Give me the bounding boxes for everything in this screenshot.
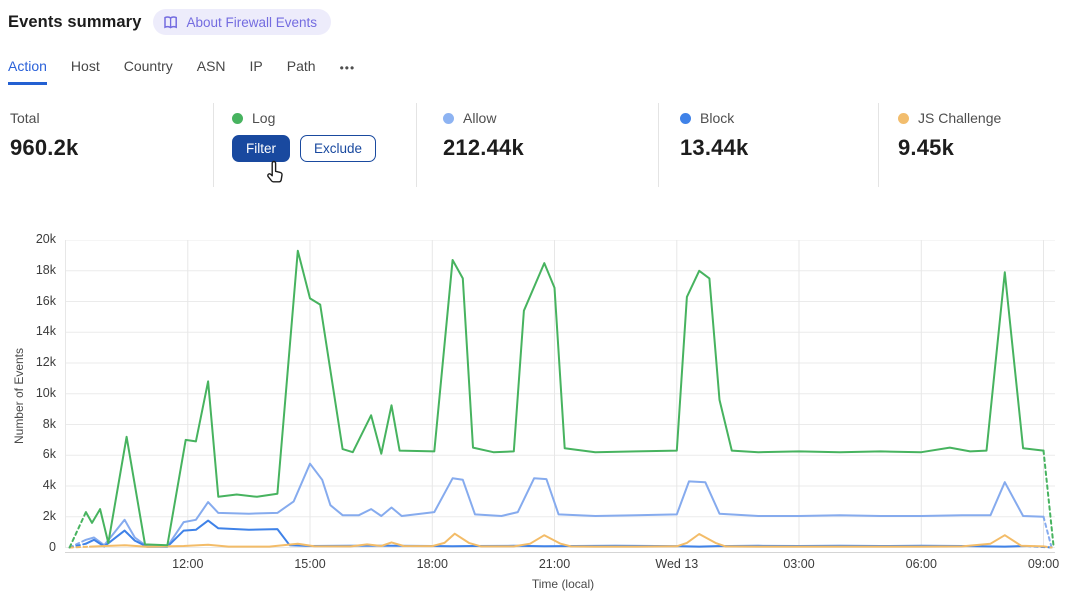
log-legend-dot (232, 112, 243, 124)
y-tick-label: 4k (42, 478, 56, 492)
dimension-tabs: Action Host Country ASN IP Path ••• (8, 58, 355, 85)
y-tick-label: 14k (35, 324, 56, 339)
x-tick-label: 06:00 (905, 557, 937, 571)
y-tick-label: 16k (35, 293, 56, 308)
series-log-line (1042, 449, 1055, 549)
series-block-line (84, 519, 1029, 548)
exclude-button[interactable]: Exclude (300, 135, 377, 162)
y-tick-label: 6k (42, 447, 56, 462)
y-tick-label: 2k (42, 508, 56, 523)
y-tick-label: 8k (42, 416, 56, 431)
series-js-challenge-line (68, 545, 91, 549)
tab-country[interactable]: Country (123, 58, 173, 74)
stat-card-total: Total 960.2k (0, 103, 213, 187)
tab-asn[interactable]: ASN (196, 58, 226, 74)
more-tabs-button[interactable]: ••• (339, 61, 356, 75)
block-legend-dot (680, 112, 691, 124)
stat-card-js-challenge[interactable]: JS Challenge 9.45k (878, 103, 1068, 187)
stat-label-block: Block (700, 110, 735, 126)
page-title: Events summary (8, 12, 142, 31)
tab-action[interactable]: Action (8, 58, 47, 85)
badge-label: About Firewall Events (186, 14, 318, 30)
stat-card-allow[interactable]: Allow 212.44k (416, 103, 658, 187)
tab-host[interactable]: Host (70, 58, 100, 74)
x-tick-label: 09:00 (1027, 557, 1060, 571)
header: Events summary About Firewall Events (8, 9, 332, 35)
y-tick-label: 10k (35, 385, 56, 400)
tab-ip[interactable]: IP (249, 58, 263, 74)
x-tick-label: 21:00 (538, 557, 571, 571)
x-tick-label: 18:00 (416, 557, 448, 571)
y-tick-label: 0 (49, 539, 56, 554)
stat-value-total: 960.2k (10, 135, 79, 160)
stats-row: Total 960.2k Log Filter Exclude Allow 21… (0, 103, 1068, 187)
stat-value-js-challenge: 9.45k (898, 135, 955, 160)
x-tick-label: 03:00 (783, 557, 815, 571)
book-icon (164, 15, 178, 29)
series-js-challenge-line (1042, 545, 1053, 549)
stat-card-block[interactable]: Block 13.44k (658, 103, 878, 187)
allow-legend-dot (443, 112, 454, 124)
filter-button[interactable]: Filter (232, 135, 290, 162)
stat-label-log: Log (252, 110, 276, 126)
stat-card-log[interactable]: Log Filter Exclude (213, 103, 416, 187)
stat-label-allow: Allow (463, 110, 497, 126)
js-challenge-legend-dot (898, 112, 909, 124)
x-tick-label: 12:00 (172, 557, 204, 571)
stat-value-block: 13.44k (680, 135, 749, 160)
about-firewall-events-badge[interactable]: About Firewall Events (153, 9, 332, 35)
x-tick-label: Wed 13 (655, 557, 699, 571)
tab-path[interactable]: Path (286, 58, 316, 74)
series-log-line (84, 249, 1045, 547)
stat-label-js-challenge: JS Challenge (918, 110, 1002, 126)
series-log-line (68, 511, 87, 549)
x-tick-label: 15:00 (294, 557, 326, 571)
y-axis-title: Number of Events (12, 347, 26, 445)
y-tick-label: 12k (35, 355, 56, 369)
stat-value-allow: 212.44k (443, 135, 524, 160)
y-tick-label: 20k (35, 232, 56, 246)
chart-plot-area[interactable] (65, 240, 1063, 558)
y-tick-label: 18k (35, 262, 56, 277)
stat-label-total: Total (10, 110, 40, 126)
series-js-challenge-line (88, 532, 1045, 548)
hand-cursor-icon (267, 160, 283, 183)
x-axis-title: Time (local) (531, 577, 595, 591)
series-allow-line (84, 462, 1045, 548)
series-allow-line (1042, 515, 1053, 549)
